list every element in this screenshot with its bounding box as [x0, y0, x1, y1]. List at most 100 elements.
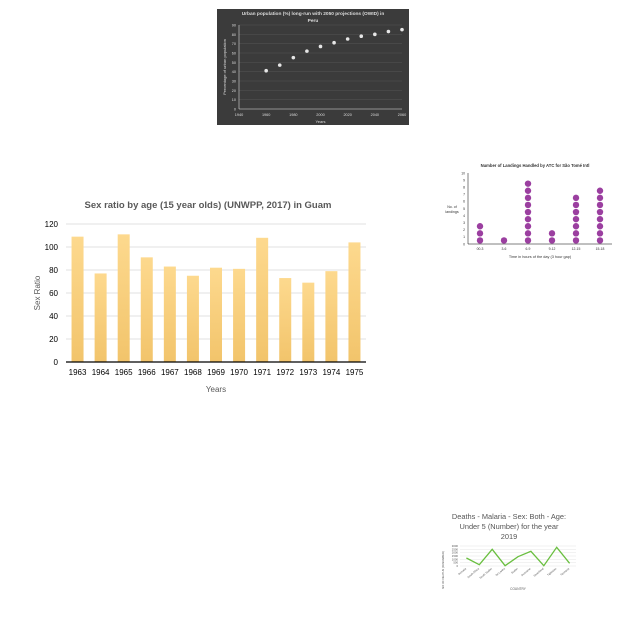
data-point	[291, 55, 296, 60]
x-tick-label: 1966	[138, 368, 156, 377]
bar	[163, 266, 176, 362]
x-tick-label: 1940	[235, 113, 243, 117]
dot	[524, 194, 532, 202]
x-tick-label: Swaziland	[532, 566, 544, 577]
y-tick-label: 3	[463, 221, 465, 225]
x-tick-label: 1965	[115, 368, 133, 377]
data-point	[373, 32, 377, 37]
y-tick-label: 6	[463, 200, 465, 204]
x-tick-label: 1960	[262, 113, 270, 117]
y-tick-label: 0	[456, 564, 458, 568]
y-tick-label: 500	[453, 561, 458, 565]
y-tick-label: 20	[49, 335, 58, 344]
x-tick-label: 3-6	[502, 247, 507, 251]
chart-title: Peru	[308, 18, 319, 24]
x-tick-label: 1970	[230, 368, 248, 377]
y-tick-label: 0	[463, 242, 465, 246]
y-tick-label: 90	[232, 24, 236, 28]
dot	[596, 187, 604, 194]
x-tick-label: 2000	[316, 113, 324, 117]
dot	[572, 208, 580, 216]
bar	[302, 282, 315, 362]
y-tick-label: 20	[232, 89, 236, 93]
y-axis-title: landings	[445, 210, 459, 214]
y-tick-label: 60	[232, 52, 236, 56]
dot	[596, 215, 604, 223]
dot	[524, 187, 532, 194]
y-tick-label: 10	[461, 171, 465, 175]
x-tick-label: 1972	[276, 368, 294, 377]
x-axis-title: COUNTRY	[510, 587, 527, 591]
y-tick-label: 120	[45, 220, 59, 229]
x-tick-label: 6-9	[526, 247, 531, 251]
dot	[500, 237, 508, 244]
x-tick-label: 1974	[322, 368, 340, 377]
malaria-deaths-chart-svg: Deaths - Malaria - Sex: Both - Age:Under…	[441, 512, 576, 591]
bar	[186, 275, 199, 362]
y-tick-label: 2500	[452, 547, 459, 551]
x-tick-label: 1963	[69, 368, 87, 377]
data-point	[277, 63, 282, 67]
y-tick-label: 100	[45, 243, 59, 252]
x-tick-label: Suriname	[520, 566, 532, 577]
dot	[476, 237, 484, 244]
dot	[524, 230, 532, 237]
x-tick-label: 1968	[184, 368, 202, 377]
bar	[210, 267, 222, 362]
y-axis-title: Percentage of urban population	[222, 39, 227, 95]
x-tick-label: Sudan	[510, 566, 519, 574]
y-tick-label: 7	[463, 193, 465, 197]
x-tick-label: Sri Lanka	[494, 566, 506, 577]
x-tick-label: 1971	[253, 368, 271, 377]
data-point	[264, 68, 268, 73]
dot	[524, 201, 532, 209]
y-axis-title: No. of	[447, 205, 457, 209]
x-axis-title: Years	[315, 119, 325, 124]
x-tick-label: 1967	[161, 368, 179, 377]
x-tick-label: 00-3	[477, 247, 484, 251]
bar	[140, 257, 153, 362]
chart-title: Under 5 (Number) for the year	[460, 522, 560, 531]
dot	[476, 230, 484, 237]
dot	[596, 201, 604, 209]
chart-title: Sex ratio by age (15 year olds) (UNWPP, …	[85, 200, 332, 211]
x-tick-label: 1973	[299, 368, 317, 377]
dot	[572, 215, 580, 223]
dot	[548, 230, 556, 237]
y-tick-label: 9	[463, 178, 465, 182]
dot	[572, 230, 580, 237]
y-tick-label: 0	[54, 358, 59, 367]
bar	[279, 278, 292, 362]
data-point	[345, 37, 350, 41]
chart-title: 2019	[501, 532, 517, 541]
dot	[572, 194, 580, 202]
x-tick-label: 1980	[289, 113, 297, 117]
y-tick-label: 1	[463, 235, 465, 239]
dot	[524, 180, 532, 187]
dot	[476, 223, 484, 230]
y-tick-label: 0	[234, 108, 236, 112]
y-tick-label: 1500	[452, 554, 459, 558]
dot	[524, 208, 532, 216]
data-point	[359, 34, 364, 38]
data-point	[386, 29, 391, 34]
bar	[348, 242, 361, 362]
bar	[94, 273, 107, 362]
y-tick-label: 10	[232, 98, 236, 102]
landings-chart: Number of Landings Handled by ATC for Sã…	[440, 160, 620, 262]
y-axis-title: Sex Ratio	[33, 275, 42, 310]
series-line	[466, 546, 571, 567]
x-axis-title: Years	[206, 385, 226, 394]
y-tick-label: 30	[232, 80, 236, 84]
x-tick-label: Tajikistan	[546, 566, 557, 576]
y-tick-label: 2	[463, 228, 465, 232]
data-point	[305, 49, 309, 53]
x-tick-label: 9-12	[549, 247, 556, 251]
dot	[572, 223, 580, 230]
sex-ratio-chart: Sex ratio by age (15 year olds) (UNWPP, …	[30, 192, 375, 397]
y-tick-label: 4	[463, 214, 465, 218]
malaria-deaths-chart: Deaths - Malaria - Sex: Both - Age: Under…	[436, 510, 582, 596]
y-tick-label: 50	[232, 61, 236, 65]
dot	[572, 201, 580, 209]
x-axis-title: Time in hours of the day (3 hour gap)	[509, 255, 572, 259]
